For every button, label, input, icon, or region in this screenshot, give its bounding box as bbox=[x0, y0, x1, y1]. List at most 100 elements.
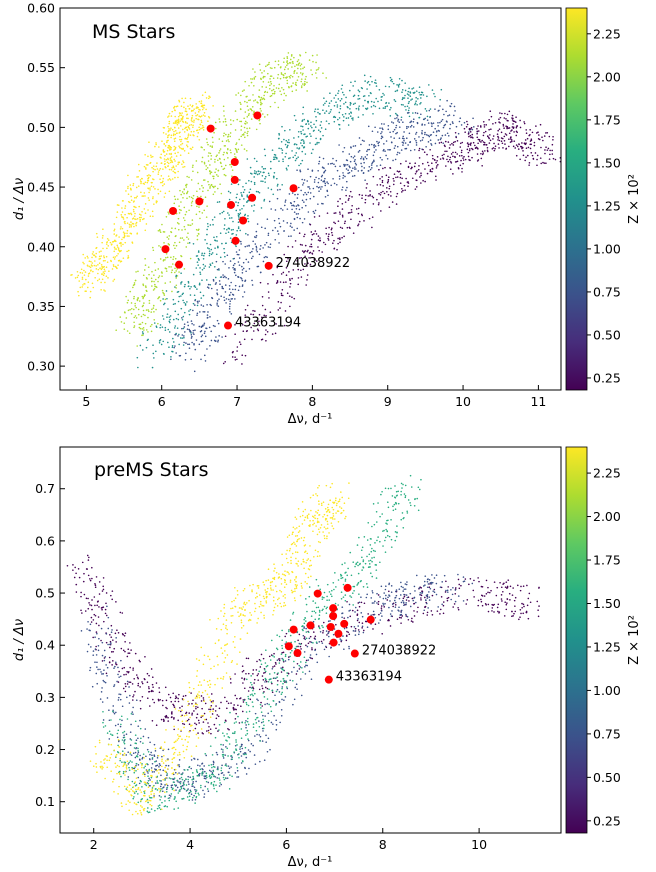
model-point bbox=[174, 286, 176, 288]
model-point bbox=[412, 621, 414, 623]
model-point bbox=[407, 126, 410, 128]
model-point bbox=[429, 139, 432, 141]
model-point bbox=[363, 602, 366, 605]
model-point bbox=[186, 175, 188, 178]
model-point bbox=[147, 197, 150, 199]
model-point bbox=[165, 788, 168, 791]
model-point bbox=[264, 75, 266, 78]
model-point bbox=[105, 255, 108, 258]
model-point bbox=[201, 254, 203, 257]
model-point bbox=[522, 154, 525, 157]
model-point bbox=[181, 142, 184, 145]
model-point bbox=[148, 777, 150, 780]
model-point bbox=[216, 289, 218, 291]
model-point bbox=[225, 746, 227, 748]
model-point bbox=[394, 90, 397, 93]
model-point bbox=[278, 222, 281, 225]
model-point bbox=[390, 141, 393, 144]
model-point bbox=[125, 673, 127, 676]
model-point bbox=[546, 131, 549, 134]
model-point bbox=[180, 201, 182, 203]
model-point bbox=[193, 285, 196, 288]
model-point bbox=[309, 656, 311, 659]
model-point bbox=[284, 635, 287, 638]
model-point bbox=[93, 254, 96, 257]
model-point bbox=[273, 219, 276, 222]
model-point bbox=[127, 763, 130, 765]
model-point bbox=[171, 346, 174, 349]
model-point bbox=[252, 255, 254, 258]
model-point bbox=[229, 311, 231, 313]
model-point bbox=[366, 150, 368, 152]
model-point bbox=[500, 598, 503, 600]
model-point bbox=[354, 630, 357, 632]
model-point bbox=[384, 107, 386, 110]
model-point bbox=[203, 311, 206, 313]
model-point bbox=[352, 119, 354, 121]
model-point bbox=[183, 268, 186, 270]
model-point bbox=[339, 198, 341, 200]
model-point bbox=[338, 175, 341, 178]
model-point bbox=[476, 132, 478, 135]
model-point bbox=[127, 751, 129, 754]
model-point bbox=[207, 729, 210, 732]
model-point bbox=[291, 296, 293, 299]
model-point bbox=[402, 135, 405, 138]
model-point bbox=[100, 671, 102, 673]
model-point bbox=[269, 243, 272, 245]
model-point bbox=[460, 159, 462, 162]
model-point bbox=[170, 786, 173, 789]
model-point bbox=[253, 322, 256, 325]
model-point bbox=[175, 155, 178, 157]
model-point bbox=[403, 595, 406, 598]
model-point bbox=[341, 186, 344, 189]
model-point bbox=[155, 165, 158, 168]
model-point bbox=[515, 125, 518, 127]
model-point bbox=[480, 598, 482, 601]
model-point bbox=[506, 598, 509, 600]
model-point bbox=[330, 228, 333, 231]
model-point bbox=[98, 581, 101, 583]
model-point bbox=[110, 259, 112, 262]
model-point bbox=[197, 132, 200, 134]
model-point bbox=[275, 663, 277, 665]
model-point bbox=[90, 621, 93, 623]
model-point bbox=[234, 744, 237, 747]
model-point bbox=[345, 189, 347, 191]
model-point bbox=[494, 121, 497, 124]
model-point bbox=[195, 213, 198, 216]
model-point bbox=[189, 294, 192, 296]
model-point bbox=[339, 213, 341, 215]
model-point bbox=[293, 200, 296, 203]
model-point bbox=[373, 159, 375, 162]
model-point bbox=[480, 141, 482, 143]
model-point bbox=[179, 120, 182, 122]
model-point bbox=[274, 332, 277, 335]
model-point bbox=[354, 611, 356, 613]
model-point bbox=[130, 221, 132, 223]
model-point bbox=[389, 115, 392, 117]
model-point bbox=[166, 774, 168, 777]
model-point bbox=[335, 183, 338, 186]
model-point bbox=[389, 167, 391, 169]
model-point bbox=[188, 310, 190, 312]
model-point bbox=[234, 333, 236, 336]
model-point bbox=[166, 316, 168, 318]
model-point bbox=[148, 141, 150, 144]
model-point bbox=[305, 136, 307, 138]
model-point bbox=[457, 608, 460, 611]
model-point bbox=[224, 263, 227, 265]
model-point bbox=[360, 156, 363, 158]
model-point bbox=[396, 153, 398, 156]
model-point bbox=[157, 280, 159, 283]
model-point bbox=[173, 783, 176, 786]
model-point bbox=[447, 134, 450, 137]
model-point bbox=[278, 160, 280, 162]
model-point bbox=[496, 133, 499, 135]
model-point bbox=[400, 617, 403, 619]
model-point bbox=[216, 201, 219, 203]
model-point bbox=[256, 660, 258, 663]
model-point bbox=[117, 681, 120, 683]
model-point bbox=[341, 208, 344, 210]
model-point bbox=[287, 164, 290, 167]
